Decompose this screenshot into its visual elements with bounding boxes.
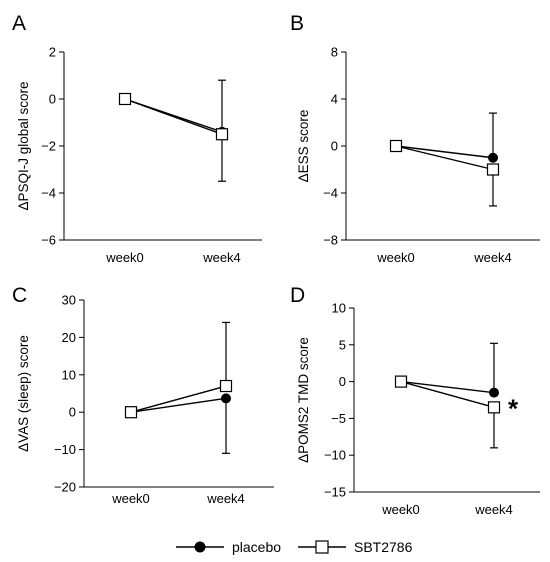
y-tick-label: 10 <box>332 301 346 316</box>
panel-c: C 30 20 10 0 −10 −20 week0 week4 ΔVAS (sleep) sco… <box>12 284 274 506</box>
sbt2786-point <box>118 92 132 106</box>
y-tick-label: −5 <box>331 411 346 426</box>
placebo-point <box>488 152 498 163</box>
placebo-point <box>221 393 231 404</box>
y-tick-label: −4 <box>41 186 56 201</box>
legend-item-placebo: placebo <box>176 539 281 555</box>
y-tick-label: 20 <box>62 330 76 345</box>
series-line-sbt2786 <box>124 98 223 135</box>
y-tick-label: 2 <box>49 45 56 60</box>
sbt2786-point <box>487 401 501 414</box>
panel-letter: D <box>290 284 305 307</box>
y-axis-title: ΔESS score <box>296 110 311 183</box>
x-tick-label: week0 <box>381 502 420 517</box>
series-line-placebo <box>395 145 494 159</box>
x-tick-label: week4 <box>206 491 245 506</box>
y-axis-title: ΔPSQI-J global score <box>16 81 31 210</box>
y-tick-label: 0 <box>331 139 338 154</box>
y-tick-label: 0 <box>49 92 56 107</box>
series-line-placebo <box>130 397 227 413</box>
sbt2786-point <box>215 128 229 141</box>
series-line-placebo <box>400 380 495 394</box>
y-tick-label: 10 <box>62 367 76 382</box>
panel-letter: A <box>12 12 26 35</box>
significance-annotation: * <box>508 394 519 424</box>
y-tick-label: −8 <box>323 233 338 248</box>
x-tick-label: week0 <box>111 491 150 506</box>
legend-label: SBT2786 <box>354 539 413 555</box>
series-line-sbt2786 <box>395 145 494 171</box>
legend-marker <box>315 540 329 554</box>
sbt2786-point <box>394 375 408 388</box>
y-tick-label: 5 <box>339 337 346 352</box>
legend: placebo SBT2786 <box>176 539 413 555</box>
y-tick-label: −20 <box>54 480 76 495</box>
legend-item-sbt2786: SBT2786 <box>298 539 413 555</box>
sbt2786-point <box>219 379 233 393</box>
y-tick-label: −15 <box>324 485 346 500</box>
x-tick-label: week4 <box>202 250 241 265</box>
y-tick-label: −10 <box>324 448 346 463</box>
sbt2786-point <box>486 163 500 176</box>
y-tick-label: −6 <box>41 233 56 248</box>
y-tick-label: 4 <box>331 92 338 107</box>
legend-label: placebo <box>232 539 281 555</box>
panel-letter: C <box>12 284 27 307</box>
placebo-point <box>489 387 499 398</box>
y-tick-label: −2 <box>41 139 56 154</box>
y-tick-label: 30 <box>62 293 76 308</box>
panel-b: B 8 4 0 −4 −8 week0 week4 ΔESS score <box>290 12 540 265</box>
x-tick-label: week4 <box>474 502 513 517</box>
x-tick-label: week0 <box>376 250 415 265</box>
series-line-sbt2786 <box>130 385 227 413</box>
panel-a: A 2 0 −2 −4 −6 week0 week4 ΔPSQI-J global score <box>12 12 262 265</box>
y-axis-title: ΔPOMS2 TMD score <box>296 337 311 463</box>
series-line-sbt2786 <box>400 380 495 409</box>
sbt2786-point <box>124 406 138 419</box>
sbt2786-point <box>389 139 403 153</box>
y-tick-label: 0 <box>339 374 346 389</box>
legend-marker <box>194 541 206 553</box>
x-tick-label: week0 <box>105 250 144 265</box>
panel-letter: B <box>290 12 304 35</box>
y-tick-label: −10 <box>54 442 76 457</box>
y-tick-label: 8 <box>331 45 338 60</box>
panel-d: D 10 5 0 −5 −10 −15 week0 week4 ΔPOMS2 TMD score * <box>290 284 540 517</box>
y-axis-title: ΔVAS (sleep) score <box>16 335 31 452</box>
x-tick-label: week4 <box>473 250 512 265</box>
y-tick-label: −4 <box>323 186 338 201</box>
y-tick-label: 0 <box>69 405 76 420</box>
